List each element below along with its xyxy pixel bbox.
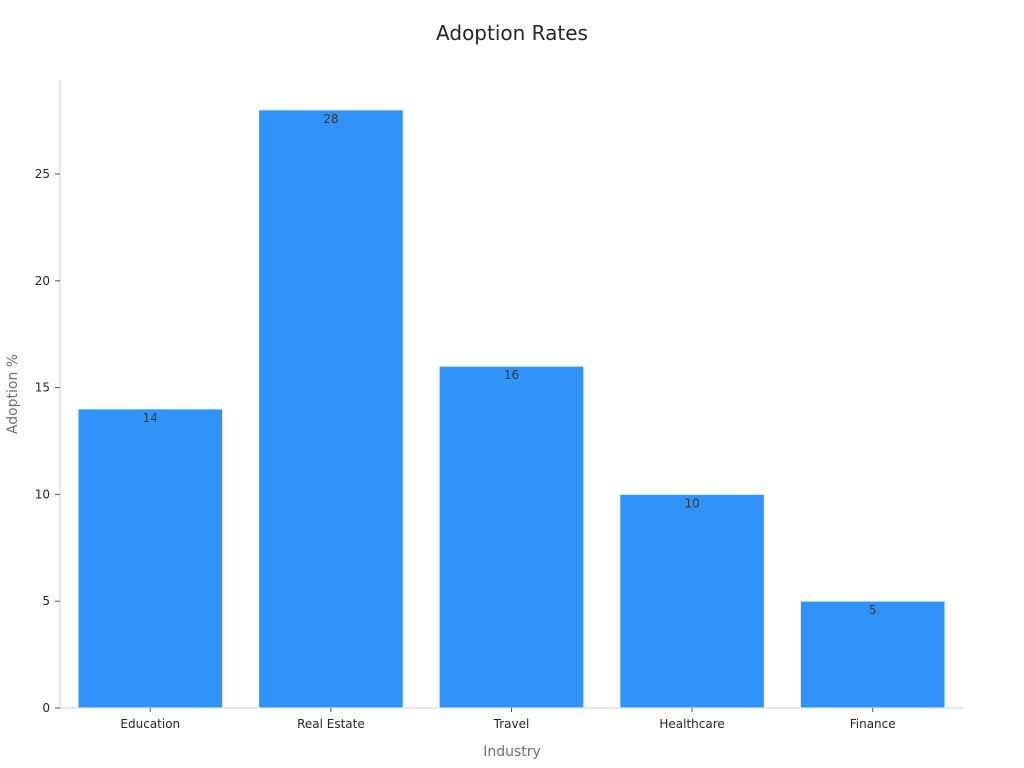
y-tick-label: 10 [35,487,50,501]
y-tick-label: 25 [35,167,50,181]
bar-data-label: 10 [684,496,699,510]
bar-healthcare [619,493,765,709]
bar-education [77,408,224,709]
x-tick-label: Real Estate [297,717,365,731]
plot-area: 0 5 10 15 20 25 14 Education 28 Real Estate 16 Trav… [35,80,963,731]
y-tick-label: 0 [42,701,50,715]
y-axis-title: Adoption % [5,354,21,434]
bar-data-label: 16 [504,368,519,382]
x-tick-label: Healthcare [659,717,724,731]
bar-real-estate [258,109,404,709]
bar-data-label: 28 [323,112,338,126]
y-tick-label: 5 [42,594,50,608]
bar-finance [799,600,946,709]
x-axis-title: Industry [483,744,541,760]
x-tick-label: Travel [493,717,530,731]
bar-data-label: 5 [869,603,877,617]
x-tick-label: Education [120,717,180,731]
x-tick-label: Finance [850,717,896,731]
bar-data-label: 14 [143,411,158,425]
y-tick-label: 15 [35,381,50,395]
y-tick-label: 20 [35,274,50,288]
chart-title: Adoption Rates [436,21,588,45]
bar-travel [438,365,585,709]
